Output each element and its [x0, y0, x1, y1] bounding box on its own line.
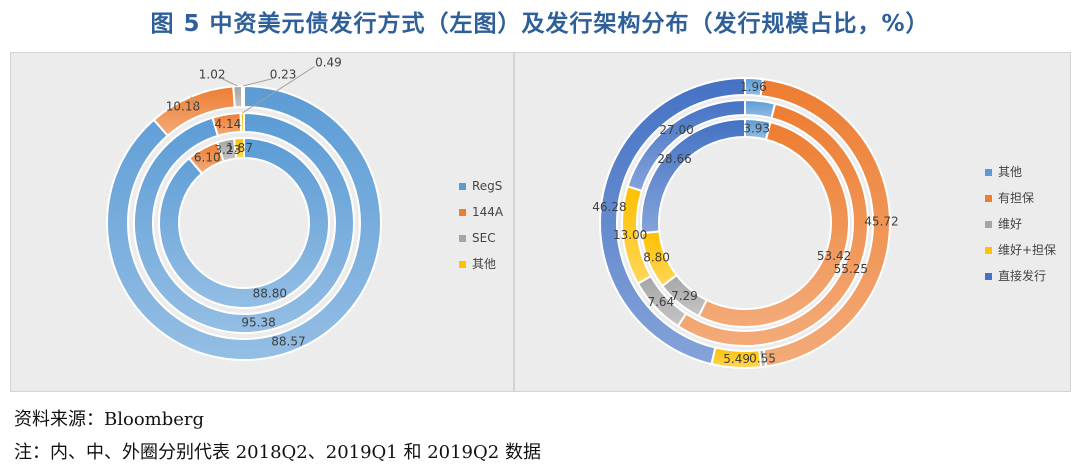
data-label-2019Q1-144A: 4.14 [215, 117, 242, 131]
legend-label: 维好 [998, 217, 1023, 231]
issuance-method-donut-chart: 88.80 6.103.231.87 95.38 4.14 0.49 88.57 10.18… [106, 56, 382, 361]
data-label-2019Q1-有担保: 55.25 [834, 262, 868, 276]
data-label-2019Q2-维好: 0.55 [749, 351, 776, 365]
legend-swatch [985, 168, 992, 176]
data-label-2019Q2-其他: 0.23 [270, 68, 297, 82]
slice-2019Q2-RegS [106, 84, 382, 361]
legend-swatch [985, 194, 992, 202]
data-label-2018Q2-RegS: 88.80 [253, 286, 287, 300]
legend-swatch [459, 260, 466, 268]
data-label-2018Q2-维好: 7.29 [671, 289, 698, 303]
legend-item-SEC: SEC [459, 225, 503, 251]
data-label-2019Q1-RegS: 95.38 [241, 315, 275, 329]
legend-item-维好+担保: 维好+担保 [985, 237, 1056, 263]
slice-2019Q2-其他 [241, 84, 245, 109]
data-label-2018Q2-SEC: 3.23 [214, 143, 241, 157]
legend-item-RegS: RegS [459, 173, 503, 199]
legend-item-维好: 维好 [985, 211, 1056, 237]
legend-swatch [459, 234, 466, 242]
data-label-2019Q1-维好: 7.64 [647, 295, 674, 309]
right-legend: 其他有担保维好维好+担保直接发行 [985, 159, 1056, 289]
legend-label: 维好+担保 [998, 243, 1057, 257]
legend-swatch [459, 182, 466, 190]
legend-swatch [985, 246, 992, 254]
legend-label: RegS [472, 179, 503, 193]
slice-2019Q1-其他 [744, 98, 777, 120]
data-label-2019Q2-其他: 1.96 [740, 80, 767, 94]
data-label-2019Q2-有担保: 45.72 [864, 214, 898, 228]
leader-line [242, 66, 315, 114]
data-label-2019Q1-其他: 0.49 [315, 56, 342, 70]
legend-label: 有担保 [998, 191, 1035, 205]
legend-label: SEC [472, 231, 496, 245]
data-label-2019Q1-直接发行: 27.00 [659, 123, 693, 137]
data-label-2019Q1-维好+担保: 13.00 [613, 228, 647, 242]
legend-label: 其他 [998, 165, 1023, 179]
legend-label: 直接发行 [998, 269, 1047, 283]
footnote: 注：内、中、外圈分别代表 2018Q2、2019Q1 和 2019Q2 数据 [14, 442, 541, 463]
legend-swatch [985, 220, 992, 228]
data-label-2019Q2-维好+担保: 5.49 [723, 352, 750, 366]
data-label-2018Q2-直接发行: 28.66 [657, 152, 691, 166]
slice-2019Q1-直接发行 [626, 98, 746, 193]
leader-line [190, 96, 198, 107]
left-chart-panel: 88.80 6.10 3.23 1.87 95.38 4.14 0.49 88.57 10.18… [10, 52, 514, 392]
slice-2019Q2-SEC [232, 84, 244, 109]
data-label-2019Q2-直接发行: 46.28 [592, 200, 626, 214]
slice-2019Q2-直接发行 [599, 76, 746, 366]
figure-title: 图 5 中资美元债发行方式（左图）及发行架构分布（发行规模占比，%） [150, 11, 930, 37]
data-label-2018Q2-有担保: 53.42 [817, 249, 851, 263]
data-label-2018Q2-维好+担保: 8.80 [643, 251, 670, 265]
slice-2018Q2-其他 [232, 136, 245, 160]
data-label-2018Q2-144A: 6.10 [194, 151, 221, 165]
source-note: 资料来源：Bloomberg [14, 409, 205, 430]
leader-line [221, 78, 238, 87]
data-label-2018Q2-其他: 3.93 [743, 122, 770, 136]
data-label-2019Q2-144A: 10.18 [166, 99, 200, 113]
legend-label: 144A [472, 205, 504, 219]
data-label-2018Q2-其他: 1.87 [226, 141, 253, 155]
legend-swatch [459, 208, 466, 216]
legend-item-其他: 其他 [459, 251, 503, 277]
legend-item-144A: 144A [459, 199, 503, 225]
leader-line [242, 78, 274, 87]
data-label-2019Q2-RegS: 88.57 [271, 334, 305, 348]
slice-2019Q1-RegS [133, 111, 355, 334]
slice-2018Q2-RegS [158, 136, 330, 309]
slice-2018Q2-直接发行 [640, 117, 746, 235]
legend-item-其他: 其他 [985, 159, 1056, 185]
legend-item-直接发行: 直接发行 [985, 263, 1056, 289]
data-label-2019Q2-SEC: 1.02 [199, 68, 226, 82]
left-legend: RegS 144A SEC 其他 [459, 173, 503, 277]
legend-swatch [985, 272, 992, 280]
slice-2019Q1-其他 [239, 111, 245, 134]
issuance-structure-donut-chart: 3.93 53.42 7.29 8.80 28.66 55.25 7.64 13.00 27.0… [592, 76, 899, 369]
legend-label: 其他 [472, 257, 497, 271]
right-chart-panel: 3.93 53.42 7.29 8.80 28.66 55.25 7.64 13.00 27.0… [514, 52, 1071, 392]
legend-item-有担保: 有担保 [985, 185, 1056, 211]
